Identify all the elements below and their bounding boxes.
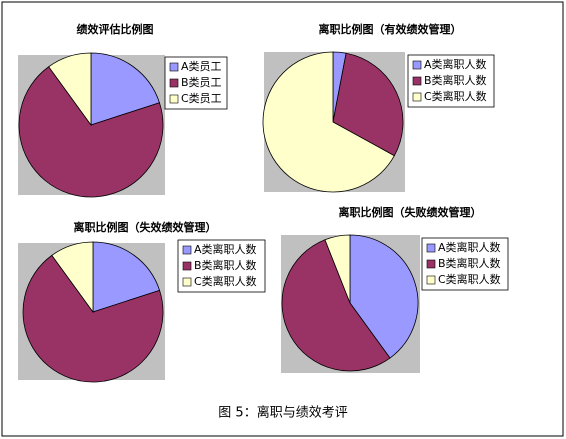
legend-swatch [412,76,422,86]
pie-slice [332,52,404,157]
legend-box [421,237,509,291]
legend-swatch [426,243,436,253]
pie-slice [324,234,351,304]
chart-title: 离职比例图（失效绩效管理） [74,220,217,234]
legend-label: C类员工 [181,91,222,105]
legend-label: C类离职人数 [194,274,257,288]
legend-label: B类离职人数 [438,256,501,270]
legend-label: B类离职人数 [424,73,487,87]
legend-box [407,54,495,108]
legend-swatch [169,94,179,104]
legend-swatch [412,92,422,102]
pie-slice [349,234,419,359]
legend-swatch [169,62,179,72]
legend-box [177,239,266,293]
legend-label: A类员工 [181,59,222,73]
legend-label: A类离职人数 [438,240,501,254]
pie-slice [22,254,164,383]
legend-swatch [182,277,192,287]
legend-label: A类离职人数 [424,57,487,71]
legend-label: C类离职人数 [424,89,487,103]
legend-swatch [426,275,436,285]
legend-swatch [169,78,179,88]
chart-title: 离职比例图（有效绩效管理） [319,22,462,36]
legend-label: B类离职人数 [194,258,257,272]
chart-title: 绩效评估比例图 [77,22,154,36]
legend-swatch [182,261,192,271]
legend-label: B类员工 [181,75,222,89]
pie-slice [51,241,94,314]
legend-swatch [426,259,436,269]
legend-swatch [182,245,192,255]
legend-label: C类离职人数 [438,272,501,286]
legend-swatch [412,60,422,70]
chart-title: 离职比例图（失败绩效管理） [339,205,482,219]
pie-slice [48,52,92,127]
pie-slice [92,241,161,313]
legend-label: A类离职人数 [194,242,257,256]
pie-slice [281,239,391,372]
pie-slice [18,66,164,198]
pie-slice [90,52,160,126]
pie-slice [262,51,395,193]
caption: 图 5：离职与绩效考评 [218,405,347,421]
